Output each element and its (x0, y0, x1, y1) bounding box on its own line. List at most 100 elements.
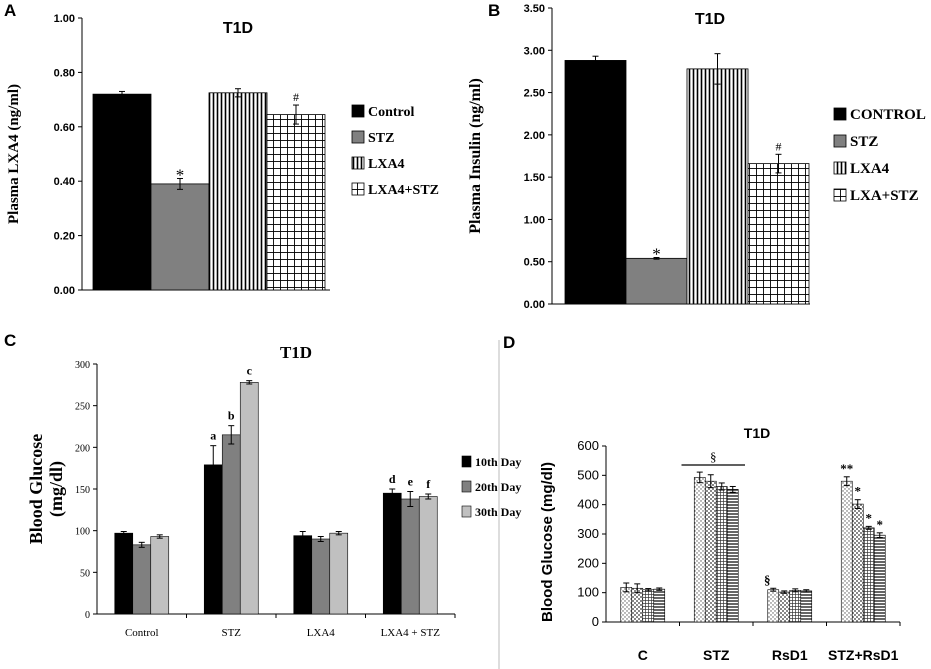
panel-b-bar (747, 163, 810, 305)
panel-d-ytick-label: 300 (577, 526, 599, 541)
panel-d-bar (620, 587, 633, 623)
panel-a-ytick-label: 0.00 (54, 285, 75, 297)
panel-b-legend-swatch (833, 188, 847, 202)
panel-d-xtick-label: STZ (703, 647, 730, 663)
panel-d-bar (715, 486, 728, 623)
panel-c-ytick-label: 50 (80, 568, 90, 579)
panel-b-ytick-label: 1.00 (524, 214, 545, 226)
panel-c-bar (293, 535, 313, 615)
panel-d-ytick-label: 100 (577, 585, 599, 600)
panel-c-bar (329, 532, 349, 615)
panel-b-ytick-label: 3.50 (524, 3, 545, 15)
panel-d-bar (800, 590, 813, 623)
panel-b-bar (686, 68, 749, 305)
panel-a-legend-swatch (351, 182, 365, 196)
panel-c-legend-label: 20th Day (475, 480, 521, 494)
panel-d-xtick-label: STZ+RsD1 (828, 647, 899, 663)
panel-c-annotation: d (389, 472, 396, 486)
panel-d-ylabel: Blood Glucose (mg/dl) (539, 462, 556, 622)
panel-a-legend-swatch (351, 156, 365, 170)
panel-a-legend-label: LXA4+STZ (368, 183, 439, 198)
panel-d-bar (789, 590, 802, 623)
panel-c-bar (221, 434, 241, 615)
panel-a-bar (208, 92, 268, 291)
panel-c-ytick-label: 250 (75, 402, 90, 413)
panel-c-ylabel-unit: (mg/dl) (46, 461, 67, 517)
panel-a-legend-label: LXA4 (368, 157, 405, 172)
panel-c-annotation: a (210, 429, 216, 443)
panel-d-bar (851, 503, 864, 623)
panel-b-bar (564, 60, 627, 305)
panel-c-annotation: c (247, 364, 253, 378)
panel-a-ytick-label: 0.80 (54, 67, 75, 79)
panel-a-ytick-label: 0.20 (54, 231, 75, 243)
panel-d-bar (873, 534, 886, 623)
panel-c-bar (382, 492, 402, 615)
panel-c-bar (150, 536, 170, 615)
panel-c-xtick-label: LXA4 (307, 627, 336, 639)
chart-layer: A T1D 0.00 0.20 0.40 0.60 0.80 1.00 Plasma LXA4 … (4, 1, 926, 663)
panel-d-bar (642, 589, 655, 623)
panel-d-bar (693, 477, 706, 623)
panel-c-title: T1D (280, 343, 312, 362)
panel-d-annotation: § (764, 572, 771, 587)
panel-d-bar (778, 591, 791, 623)
panel-c-ylabel: Blood Glucose (26, 434, 46, 545)
panel-d-bar (631, 587, 644, 623)
panel-d-ytick-label: 400 (577, 497, 599, 512)
panel-d-annotation: * (855, 484, 862, 499)
panel-b-ytick-label: 2.50 (524, 88, 545, 100)
panel-a-bar (150, 183, 210, 291)
panel-a-label: A (4, 1, 16, 20)
panel-d-bar (726, 489, 739, 623)
panel-c-legend-swatch (461, 505, 472, 518)
panel-b-legend-label: CONTROL (850, 107, 926, 123)
panel-b-ytick-label: 1.50 (524, 172, 545, 184)
panel-b-legend-swatch (833, 107, 847, 121)
panel-d-bar (840, 480, 853, 623)
panel-a-legend-label: STZ (368, 131, 394, 146)
panel-c-ytick-label: 200 (75, 443, 90, 454)
panel-d-bar (862, 527, 875, 623)
panel-b-ytick-label: 0.00 (524, 299, 545, 311)
panel-a-legend-swatch (351, 130, 365, 144)
panel-a-ytick-label: 1.00 (54, 13, 75, 25)
panel-c-legend-swatch (461, 455, 472, 468)
panel-c-bar (239, 382, 259, 615)
panel-c-annotation: b (228, 409, 235, 423)
panel-b-label: B (488, 1, 500, 20)
panel-a-bar (266, 114, 326, 291)
panel-a-bar (92, 93, 152, 291)
panel-b-ylabel: Plasma Insulin (ng/ml) (467, 78, 484, 234)
panel-b-ytick-label: 0.50 (524, 257, 545, 269)
panel-d-xtick-label: C (638, 647, 648, 663)
panel-c-bar (311, 538, 331, 615)
panel-c-bar (418, 496, 438, 615)
panel-c-annotation: e (408, 475, 414, 489)
panel-c-ytick-label: 300 (75, 360, 90, 371)
panel-d-ytick-label: 200 (577, 555, 599, 570)
panel-c-ytick-label: 150 (75, 485, 90, 496)
panel-c-bar (400, 498, 420, 615)
panel-c-ytick-label: 100 (75, 527, 90, 538)
panel-a-title: T1D (223, 20, 253, 37)
panel-d-ytick-label: 0 (592, 614, 599, 629)
panel-d-bracket-label: § (710, 449, 717, 464)
panel-c-bar (203, 464, 223, 615)
panel-a-ytick-label: 0.40 (54, 176, 75, 188)
panel-c-xtick-label: LXA4 + STZ (381, 627, 441, 639)
panel-b-legend-label: STZ (850, 134, 878, 150)
panel-b-legend-swatch (833, 161, 847, 175)
panel-b-title: T1D (695, 11, 725, 28)
panel-a-ylabel: Plasma LXA4 (ng/ml) (6, 84, 22, 224)
panel-b-ytick-label: 3.00 (524, 45, 545, 57)
panel-c-xtick-label: STZ (221, 627, 241, 639)
panel-a-annotation: # (293, 90, 299, 104)
panel-c-legend-swatch (461, 480, 472, 493)
panel-c-xtick-label: Control (125, 627, 159, 639)
panel-d-bar (704, 480, 717, 623)
panel-c-ytick-label: 0 (85, 610, 90, 621)
panel-d-annotation: ** (840, 461, 853, 476)
